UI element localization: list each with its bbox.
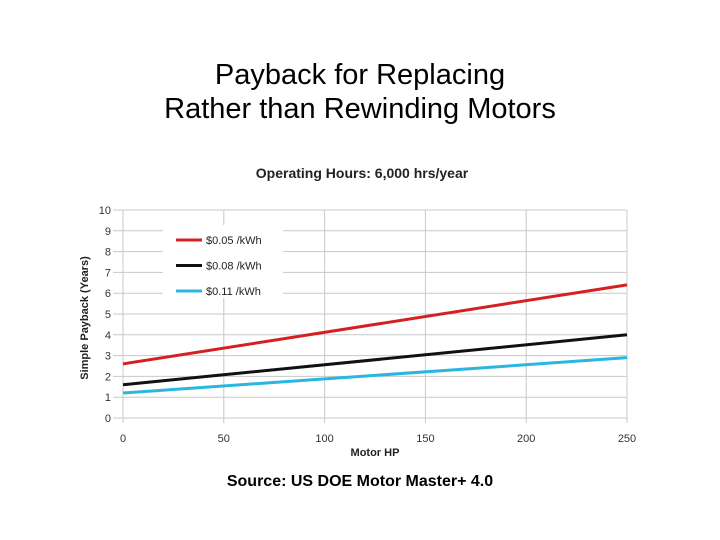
x-tick-label: 50: [218, 433, 230, 445]
y-tick-label: 5: [105, 309, 111, 321]
chart-title: Operating Hours: 6,000 hrs/year: [256, 165, 469, 181]
y-tick-label: 4: [105, 330, 111, 342]
series-line-2: [122, 333, 628, 387]
series-line-3: [122, 356, 628, 395]
legend-label-1: $0.05 /kWh: [206, 235, 262, 247]
legend: $0.05 /kWh $0.08 /kWh $0.11 /kWh: [163, 225, 283, 298]
x-tick-labels: 0 50 100 150 200 250: [120, 433, 636, 445]
y-tick-labels: 0 1 2 3 4 5 6 7 8 9 10: [99, 205, 111, 425]
series-line-1: [122, 283, 628, 366]
source-note: Source: US DOE Motor Master+ 4.0: [226, 473, 494, 490]
slide-title: Payback for Replacing Rather than Rewind…: [0, 58, 720, 126]
y-tick-label: 3: [105, 351, 111, 363]
gridlines: [113, 209, 628, 423]
series-lines: [122, 283, 628, 395]
x-tick-label: 150: [416, 433, 434, 445]
y-tick-label: 7: [105, 267, 111, 279]
legend-label-3: $0.11 /kWh: [206, 286, 261, 298]
legend-box: [163, 225, 283, 298]
x-tick-label: 200: [517, 433, 535, 445]
x-tick-label: 250: [618, 433, 636, 445]
y-tick-label: 6: [105, 288, 111, 300]
y-tick-label: 0: [105, 413, 111, 425]
x-tick-label: 0: [120, 433, 126, 445]
y-tick-label: 8: [105, 247, 111, 259]
y-axis-label: Simple Payback (Years): [79, 256, 91, 380]
y-tick-label: 2: [105, 371, 111, 383]
slide-title-line-1: Payback for Replacing: [214, 59, 506, 91]
slide-title-line-2: Rather than Rewinding Motors: [164, 93, 556, 125]
y-tick-label: 9: [105, 226, 111, 238]
x-tick-label: 100: [315, 433, 333, 445]
y-tick-label: 1: [105, 392, 111, 404]
legend-label-2: $0.08 /kWh: [206, 261, 262, 273]
y-tick-label: 10: [99, 205, 111, 217]
x-axis-label: Motor HP: [351, 447, 400, 459]
